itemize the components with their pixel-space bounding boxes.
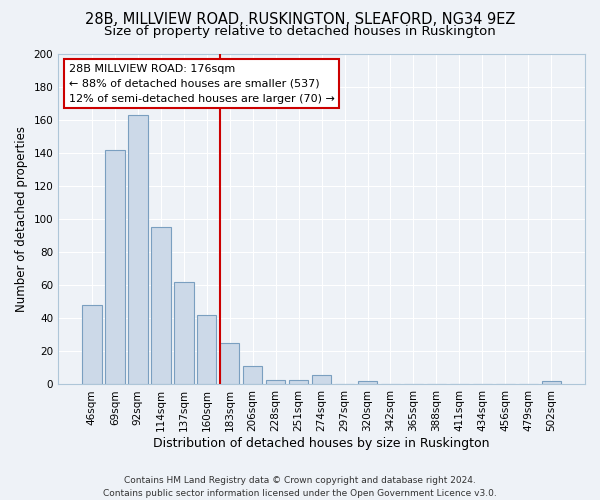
Text: Contains HM Land Registry data © Crown copyright and database right 2024.
Contai: Contains HM Land Registry data © Crown c… [103, 476, 497, 498]
Bar [220, 343, 239, 384]
Bar [128, 115, 148, 384]
X-axis label: Distribution of detached houses by size in Ruskington: Distribution of detached houses by size … [154, 437, 490, 450]
Bar [266, 380, 286, 384]
Text: 28B, MILLVIEW ROAD, RUSKINGTON, SLEAFORD, NG34 9EZ: 28B, MILLVIEW ROAD, RUSKINGTON, SLEAFORD… [85, 12, 515, 28]
Text: Size of property relative to detached houses in Ruskington: Size of property relative to detached ho… [104, 25, 496, 38]
Y-axis label: Number of detached properties: Number of detached properties [15, 126, 28, 312]
Bar [151, 228, 170, 384]
Bar [358, 381, 377, 384]
Text: 28B MILLVIEW ROAD: 176sqm
← 88% of detached houses are smaller (537)
12% of semi: 28B MILLVIEW ROAD: 176sqm ← 88% of detac… [69, 64, 335, 104]
Bar [105, 150, 125, 384]
Bar [542, 381, 561, 384]
Bar [174, 282, 194, 384]
Bar [312, 374, 331, 384]
Bar [197, 315, 217, 384]
Bar [82, 305, 101, 384]
Bar [243, 366, 262, 384]
Bar [289, 380, 308, 384]
